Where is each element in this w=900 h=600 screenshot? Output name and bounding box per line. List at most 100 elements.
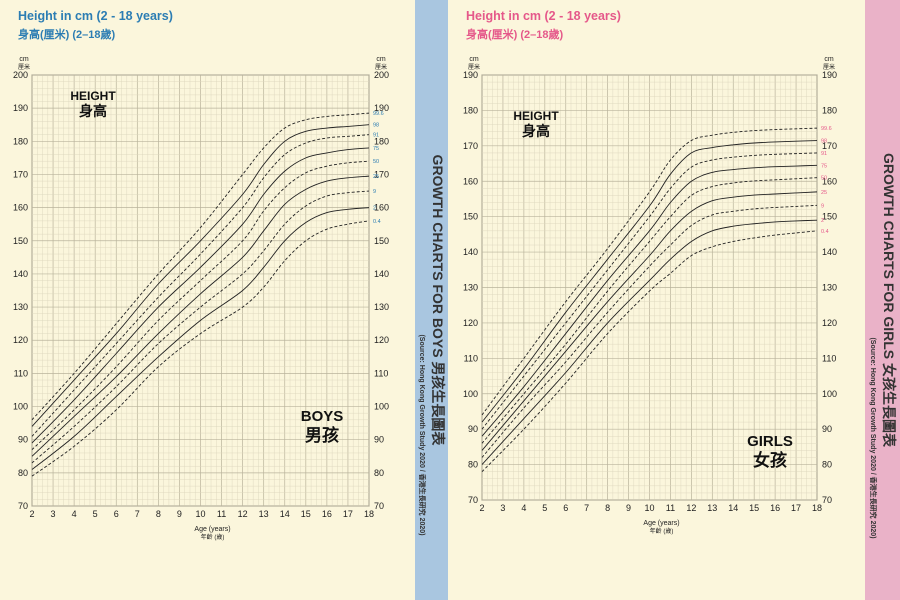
boys-x-tick-label: 13 <box>259 509 269 519</box>
boys-y-tick-label-left: 180 <box>13 136 28 146</box>
girls-percentile-label: 75 <box>821 163 827 169</box>
boys-percentile-label: 0.4 <box>373 219 381 225</box>
girls-percentile-label: 99.6 <box>821 126 832 132</box>
girls-curve-p2 <box>481 219 818 465</box>
girls-y-tick-label-left: 120 <box>463 318 478 328</box>
boys-x-tick-label: 16 <box>322 509 332 519</box>
boys-y-tick-label-left: 140 <box>13 269 28 279</box>
girls-curve-p99_6 <box>481 127 818 416</box>
girls-side-strip: GROWTH CHARTS FOR GIRLS 女孩生長圖表 (Source: … <box>865 0 900 600</box>
boys-curve-p91 <box>31 134 370 437</box>
boys-unit-zh: 厘米 <box>18 63 30 71</box>
girls-unit-zh-right: 厘米 <box>823 63 835 71</box>
boys-y-tick-label-right: 170 <box>374 169 389 179</box>
girls-strip-label: GROWTH CHARTS FOR GIRLS 女孩生長圖表 <box>880 153 897 447</box>
girls-y-tick-label-left: 190 <box>463 70 478 80</box>
boys-percentile-label: 9 <box>373 189 376 195</box>
girls-x-tick-label: 18 <box>812 503 822 513</box>
girls-y-tick-label-right: 150 <box>822 212 837 222</box>
boys-y-tick-label-right: 190 <box>374 103 389 113</box>
boys-y-tick-label-right: 150 <box>374 236 389 246</box>
girls-y-tick-label-left: 80 <box>468 460 478 470</box>
boys-y-tick-label-left: 120 <box>13 335 28 345</box>
girls-percentile-label: 9 <box>821 203 824 209</box>
boys-title-en: Height in cm (2 - 18 years) <box>18 9 173 23</box>
girls-x-tick-label: 13 <box>707 503 717 513</box>
boys-curve-p75 <box>31 147 370 444</box>
boys-percentile-label: 25 <box>373 174 379 180</box>
boys-height-label-zh: 身高 <box>79 103 107 119</box>
girls-percentile-label: 25 <box>821 190 827 196</box>
boys-side-strip: GROWTH CHARTS FOR BOYS 男孩生長圖表 (Source: H… <box>415 0 448 600</box>
boys-x-axis-label-zh: 年齡 (歲) <box>201 533 225 541</box>
girls-y-tick-label-left: 150 <box>463 212 478 222</box>
girls-x-axis-label-zh: 年齡 (歲) <box>650 527 674 535</box>
boys-x-tick-label: 8 <box>156 509 161 519</box>
girls-x-tick-label: 3 <box>500 503 505 513</box>
girls-y-tick-label-left: 140 <box>463 247 478 257</box>
girls-curve-p9 <box>481 204 818 458</box>
boys-gender-label-en: BOYS <box>301 408 344 425</box>
boys-percentile-label: 98 <box>373 123 379 129</box>
boys-y-tick-label-left: 100 <box>13 402 28 412</box>
girls-x-tick-label: 14 <box>728 503 738 513</box>
boys-y-tick-label-left: 160 <box>13 203 28 213</box>
boys-y-tick-label-right: 90 <box>374 435 384 445</box>
boys-strip-label: GROWTH CHARTS FOR BOYS 男孩生長圖表 <box>429 154 446 446</box>
girls-y-tick-label-left: 90 <box>468 424 478 434</box>
girls-y-tick-label-left: 170 <box>463 141 478 151</box>
boys-percentile-label: 75 <box>373 146 379 152</box>
girls-y-tick-label-left: 110 <box>464 353 478 363</box>
boys-y-tick-label-right: 180 <box>374 136 389 146</box>
boys-y-tick-label-right: 140 <box>374 269 389 279</box>
girls-strip-source: (Source: Hong Kong Growth Study 2020 / 香… <box>868 337 876 539</box>
girls-y-tick-label-right: 180 <box>822 105 837 115</box>
girls-y-tick-label-left: 160 <box>463 176 478 186</box>
boys-y-tick-label-right: 100 <box>374 402 389 412</box>
boys-y-tick-label-left: 130 <box>13 302 28 312</box>
boys-unit-en: cm <box>19 56 29 63</box>
girls-x-tick-label: 6 <box>563 503 568 513</box>
girls-percentile-label: 50 <box>821 176 827 182</box>
boys-y-tick-label-right: 110 <box>374 368 388 378</box>
boys-title-zh: 身高(厘米) (2–18歲) <box>18 29 116 41</box>
boys-x-tick-label: 7 <box>135 509 140 519</box>
boys-gender-label-zh: 男孩 <box>305 425 339 445</box>
girls-x-tick-label: 15 <box>749 503 759 513</box>
girls-curve-p50 <box>481 177 818 444</box>
boys-y-tick-label-right: 70 <box>374 501 384 511</box>
girls-y-tick-label-right: 120 <box>822 318 837 328</box>
girls-height-label-zh: 身高 <box>522 123 550 139</box>
girls-x-tick-label: 11 <box>666 503 675 513</box>
boys-y-tick-label-right: 160 <box>374 203 389 213</box>
boys-x-tick-label: 15 <box>301 509 311 519</box>
girls-percentile-label: 2 <box>821 218 824 224</box>
girls-x-tick-label: 12 <box>686 503 696 513</box>
girls-percentile-label: 98 <box>821 139 827 145</box>
boys-height-label-en: HEIGHT <box>70 89 116 103</box>
girls-gender-label-en: GIRLS <box>747 433 793 450</box>
girls-curve-p25 <box>481 191 818 451</box>
boys-y-tick-label-left: 80 <box>18 468 28 478</box>
boys-percentile-label: 2 <box>373 206 376 212</box>
boys-y-tick-label-left: 190 <box>13 103 28 113</box>
girls-x-tick-label: 16 <box>770 503 780 513</box>
girls-height-label-en: HEIGHT <box>513 109 559 123</box>
girls-y-tick-label-right: 90 <box>822 424 832 434</box>
boys-curve-p0_4 <box>31 220 370 477</box>
boys-curve-p9 <box>31 190 370 464</box>
girls-percentile-label: 91 <box>821 151 827 157</box>
boys-percentile-curves: 99.6 98 91 75 50 25 9 2 0.4 <box>31 111 384 477</box>
girls-unit-en: cm <box>469 56 479 63</box>
girls-x-tick-label: 5 <box>542 503 547 513</box>
boys-x-tick-label: 9 <box>177 509 182 519</box>
boys-unit-zh-right: 厘米 <box>375 63 387 71</box>
boys-y-tick-label-right: 80 <box>374 468 384 478</box>
boys-x-tick-label: 12 <box>238 509 248 519</box>
boys-x-tick-label: 4 <box>72 509 77 519</box>
girls-y-tick-label-right: 140 <box>822 247 837 257</box>
girls-gender-label-zh: 女孩 <box>753 450 787 470</box>
